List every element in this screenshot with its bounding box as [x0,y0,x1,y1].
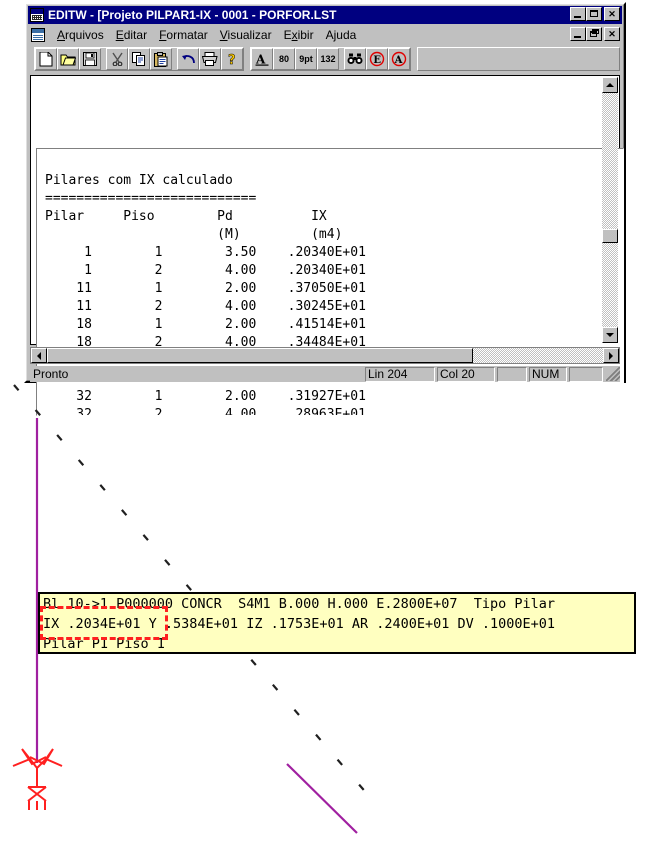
window-titlebar[interactable]: EDITW - [Projeto PILPAR1-IX - 0001 - POR… [28,6,622,24]
structural-drawing-canvas [12,384,376,834]
vertical-scroll-thumb[interactable] [602,229,618,243]
status-line-indicator: Lin 204 [365,366,435,382]
document-window-icon[interactable] [31,28,45,42]
copy-button[interactable] [128,48,150,70]
status-message: Pronto [33,367,69,381]
menu-bar: AArquivosrquivos Editar Formatar Visuali… [28,26,622,44]
vertical-scrollbar[interactable] [602,77,618,343]
save-file-button[interactable] [79,48,101,70]
scroll-right-button[interactable] [603,348,619,363]
scroll-up-button[interactable] [602,77,618,93]
circled-a-button[interactable]: A [388,48,410,70]
paste-button[interactable] [150,48,172,70]
document-client-area: Pilares com IX calculado ===============… [30,75,624,416]
maximize-button[interactable] [586,7,602,21]
cut-button[interactable] [106,48,128,70]
width-80-button[interactable]: 80 [273,48,295,70]
status-bar: Pronto Lin 204 Col 20 NUM [30,366,620,382]
arrow-left-icon [37,351,41,360]
help-button[interactable]: ? [221,48,243,70]
open-file-button[interactable] [57,48,79,70]
status-num-lock: NUM [529,366,567,382]
window-controls: ✕ [570,7,620,21]
circled-e-button[interactable]: E [366,48,388,70]
width-80-label: 80 [278,54,289,64]
menu-item-editar[interactable]: Editar [115,28,148,42]
window-title: EDITW - [Projeto PILPAR1-IX - 0001 - POR… [48,8,337,22]
horizontal-scrollbar[interactable] [30,347,620,364]
info-tooltip-box: Bl 10->1 P000000 CONCR S4M1 B.000 H.000 … [38,592,636,654]
status-spacer-1 [497,366,527,382]
toolbar-group-format: A 80 9pt 132 E A [250,47,411,71]
mdi-window-controls: ✕ [570,27,620,41]
width-132-label: 132 [320,54,336,64]
scroll-left-button[interactable] [31,348,47,363]
mdi-minimize-button[interactable] [570,27,586,41]
find-button[interactable] [344,48,366,70]
horizontal-scroll-thumb[interactable] [47,348,473,363]
tooltip-line-3: Pilar P1 Piso 1 [43,636,165,652]
tqs-app-icon [30,8,44,22]
editw-main-window: EDITW - [Projeto PILPAR1-IX - 0001 - POR… [24,2,626,416]
menu-item-exibir[interactable]: Exibir [283,28,314,42]
size-9pt-button[interactable]: 9pt [295,48,317,70]
tooltip-line-1: Bl 10->1 P000000 CONCR S4M1 B.000 H.000 … [43,596,556,612]
size-9pt-label: 9pt [299,54,313,64]
close-button[interactable]: ✕ [604,7,620,21]
svg-text:E: E [373,55,381,66]
mdi-close-button[interactable]: ✕ [604,27,620,41]
new-file-button[interactable] [35,48,57,70]
menu-item-ajuda[interactable]: Ajuda [325,28,357,42]
arrow-up-icon [606,83,614,87]
status-column-indicator: Col 20 [437,366,495,382]
undo-button[interactable] [177,48,199,70]
menu-item-arquivos[interactable]: AArquivosrquivos [57,28,104,42]
width-132-button[interactable]: 132 [317,48,339,70]
arrow-right-icon [609,351,613,360]
tooltip-line-2: IX .2034E+01 Y .5384E+01 IZ .1753E+01 AR… [43,616,556,632]
support-symbols [12,748,63,810]
mdi-restore-button[interactable] [586,27,602,41]
print-button[interactable] [199,48,221,70]
font-button[interactable]: A [251,48,273,70]
arrow-down-icon [606,333,614,337]
toolbar-empty-area [417,47,620,71]
svg-text:A: A [394,55,403,66]
svg-text:?: ? [228,53,236,66]
main-toolbar: ? A 80 9pt 132 E A [28,46,622,72]
svg-text:A: A [255,53,266,67]
menu-item-visualizar[interactable]: Visualizar [219,28,272,42]
minimize-button[interactable] [570,7,586,21]
column-axis-line-lower [286,763,358,834]
menu-item-formatar[interactable]: Formatar [159,28,208,42]
scroll-down-button[interactable] [602,327,618,343]
resize-grip-icon[interactable] [606,367,620,381]
status-spacer-2 [569,366,603,382]
toolbar-group-file-edit: ? [34,47,244,71]
